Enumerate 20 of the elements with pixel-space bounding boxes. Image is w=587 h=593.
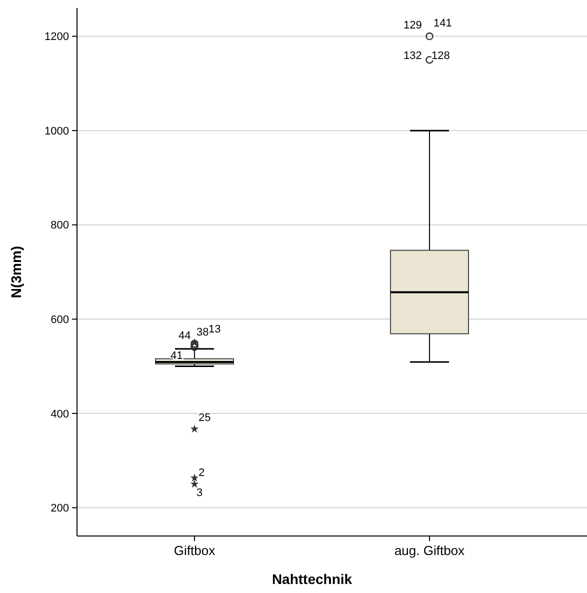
annotation: 13	[208, 324, 221, 336]
annotation: 25	[198, 412, 211, 424]
annotation: 44	[178, 330, 191, 342]
y-tick-label: 1200	[44, 31, 69, 44]
x-axis-title: Nahttechnik	[272, 571, 352, 587]
y-tick-label: 600	[50, 314, 69, 326]
annotation: 129	[404, 19, 422, 32]
y-tick-label: 400	[50, 408, 69, 420]
annotation: 141	[434, 17, 452, 30]
annotation: 132	[404, 50, 422, 62]
y-tick-label: 1000	[44, 125, 69, 138]
y-tick-label: 200	[50, 502, 69, 515]
annotation: 128	[432, 50, 450, 62]
y-axis-title: N(3mm)	[8, 246, 24, 298]
x-tick-label: aug. Giftbox	[394, 543, 466, 558]
annotation: 2	[198, 467, 205, 480]
x-tick-label: Giftbox	[174, 543, 216, 558]
annotation: 3	[196, 487, 203, 500]
annotation: 38	[196, 326, 209, 339]
y-tick-label: 800	[50, 220, 69, 232]
